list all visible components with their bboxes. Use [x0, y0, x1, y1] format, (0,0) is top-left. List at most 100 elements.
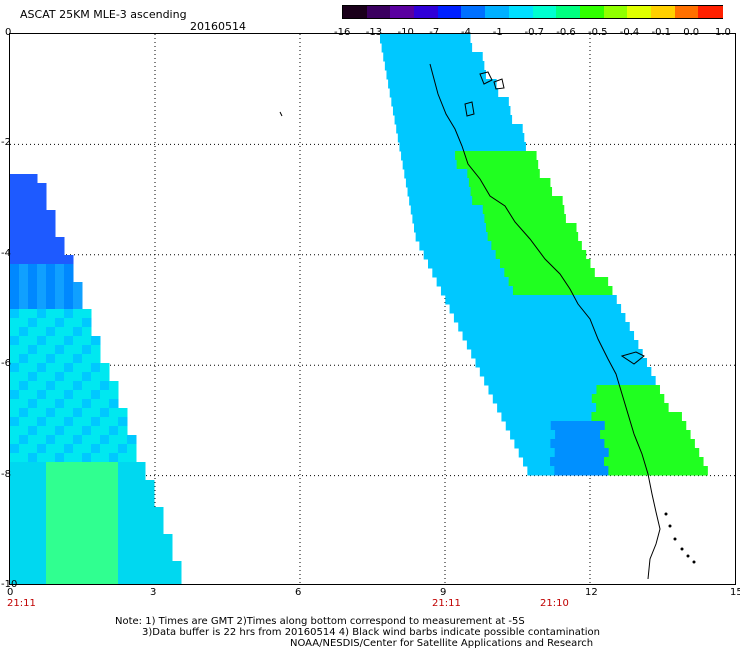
- wind-cell: [591, 394, 602, 404]
- wind-cell: [55, 354, 65, 364]
- wind-cell: [402, 160, 413, 170]
- wind-cell: [496, 133, 507, 143]
- wind-cell: [477, 223, 487, 233]
- wind-cell: [46, 543, 56, 553]
- wind-cell: [529, 340, 540, 350]
- x-tick-label: 12: [585, 587, 598, 598]
- color-scale-swatch: [485, 6, 510, 18]
- wind-cell: [64, 372, 74, 382]
- wind-cell: [412, 214, 422, 224]
- wind-cell: [82, 408, 92, 418]
- wind-cell: [459, 223, 469, 233]
- wind-cell: [521, 286, 532, 296]
- wind-cell: [606, 349, 616, 359]
- wind-cell: [37, 561, 47, 571]
- wind-cell: [511, 376, 521, 386]
- wind-cell: [498, 349, 508, 359]
- wind-cell: [55, 570, 65, 580]
- wind-cell: [434, 88, 445, 98]
- wind-cell: [37, 570, 47, 580]
- wind-cell: [10, 264, 20, 274]
- wind-cell: [464, 106, 475, 116]
- wind-cell: [10, 462, 20, 472]
- wind-cell: [64, 399, 74, 409]
- wind-cell: [118, 570, 128, 580]
- wind-cell: [531, 178, 542, 188]
- wind-cell: [55, 282, 65, 292]
- wind-cell: [10, 318, 20, 328]
- wind-cell: [477, 124, 487, 134]
- wind-cell: [415, 232, 426, 242]
- wind-cell: [602, 304, 613, 314]
- wind-cell: [109, 561, 119, 571]
- wind-cell: [82, 453, 92, 463]
- wind-cell: [136, 471, 146, 481]
- wind-cell: [46, 426, 56, 436]
- wind-cell: [10, 183, 20, 193]
- wind-cell: [10, 480, 20, 490]
- wind-cell: [459, 250, 470, 260]
- wind-cell: [28, 273, 38, 283]
- wind-cell: [663, 430, 673, 440]
- wind-cell: [410, 205, 421, 215]
- wind-cell: [10, 192, 20, 202]
- wind-cell: [595, 457, 605, 467]
- wind-cell: [581, 466, 591, 476]
- wind-cell: [28, 408, 38, 418]
- wind-cell: [552, 331, 563, 341]
- wind-cell: [482, 259, 492, 269]
- wind-cell: [380, 34, 390, 44]
- wind-cell: [574, 376, 584, 386]
- wind-cell: [500, 259, 510, 269]
- wind-cell: [658, 457, 668, 467]
- wind-cell: [46, 255, 56, 265]
- wind-cell: [579, 313, 590, 323]
- wind-cell: [539, 304, 550, 314]
- wind-cell: [505, 232, 516, 242]
- wind-cell: [55, 435, 65, 445]
- wind-cell: [64, 426, 74, 436]
- wind-cell: [55, 237, 65, 247]
- wind-cell: [574, 358, 585, 368]
- wind-cell: [442, 232, 453, 242]
- wind-cell: [19, 381, 29, 391]
- wind-cell: [64, 282, 74, 292]
- wind-cell: [654, 412, 664, 422]
- wind-cell: [531, 223, 541, 233]
- wind-cell: [46, 228, 56, 238]
- wind-cell: [427, 196, 437, 206]
- wind-cell: [397, 79, 407, 89]
- wind-cell: [430, 214, 440, 224]
- wind-cell: [450, 268, 460, 278]
- wind-cell: [64, 381, 74, 391]
- wind-cell: [462, 142, 472, 152]
- wind-cell: [636, 430, 646, 440]
- wind-cell: [19, 273, 29, 283]
- wind-cell: [569, 403, 579, 413]
- wind-cell: [522, 250, 533, 260]
- wind-cell: [623, 403, 633, 413]
- wind-cell: [564, 394, 575, 404]
- wind-cell: [28, 228, 38, 238]
- wind-cell: [37, 435, 47, 445]
- wind-cell: [522, 223, 532, 233]
- wind-cell: [449, 169, 459, 179]
- wind-cell: [503, 169, 513, 179]
- wind-cell: [37, 291, 47, 301]
- wind-cell: [491, 205, 502, 215]
- wind-cell: [474, 61, 485, 71]
- wind-cell: [451, 232, 462, 242]
- wind-cell: [626, 466, 636, 476]
- wind-cell: [10, 534, 20, 544]
- wind-cell: [37, 282, 47, 292]
- wind-cell: [55, 471, 65, 481]
- wind-cell: [511, 214, 521, 224]
- wind-cell: [19, 246, 29, 256]
- wind-cell: [441, 223, 451, 233]
- wind-cell: [546, 394, 557, 404]
- wind-cell: [64, 489, 74, 499]
- wind-cell: [591, 412, 601, 422]
- wind-cell: [435, 142, 445, 152]
- wind-cell: [541, 439, 551, 449]
- wind-cell: [410, 151, 420, 161]
